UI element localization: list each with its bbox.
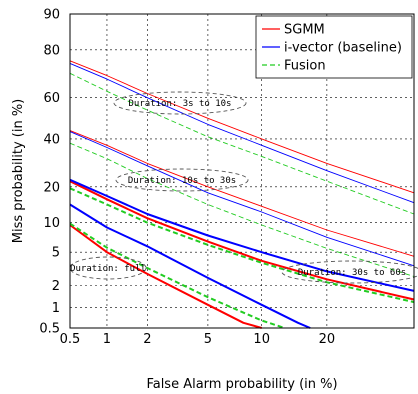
legend: SGMM i-vector (baseline) Fusion [255, 15, 413, 79]
series-line-ivector [69, 131, 415, 267]
duration-group [69, 130, 415, 277]
duration-annotations: Duration: 3s to 10s Duration: 10s to 30s D… [69, 91, 418, 284]
tick-labels: 0.5 1 2 5 10 20 0.5 1 2 5 10 20 40 60 80 90 [39, 8, 335, 348]
legend-item-ivector: i-vector (baseline) [262, 41, 402, 56]
annotation-ellipse [113, 91, 247, 115]
legend-label-ivector: i-vector (baseline) [284, 41, 402, 56]
y-tick-label: 5 [52, 246, 60, 261]
series-line-ivector [69, 62, 415, 204]
x-tick-label: 5 [204, 332, 212, 347]
plot-frame [69, 13, 415, 329]
y-tick-label: 40 [43, 132, 60, 147]
x-axis-label: False Alarm probability (in %) [146, 377, 337, 392]
legend-label-sgmm: SGMM [284, 23, 325, 38]
annotation-label: Duration: 30s to 60s [298, 268, 406, 278]
legend-box [255, 15, 413, 79]
duration-annotation: Duration: 10s to 30s [115, 168, 249, 192]
annotation-ellipse [115, 168, 249, 192]
y-tick-label: 60 [43, 91, 60, 106]
series-line-sgmm [69, 180, 415, 301]
y-tick-label: 20 [43, 180, 60, 195]
series-line-sgmm [69, 60, 415, 194]
annotation-label: Duration: 10s to 30s [128, 176, 236, 186]
x-tick-label: 20 [319, 332, 336, 347]
legend-label-fusion: Fusion [284, 59, 326, 74]
y-tick-label: 90 [43, 8, 60, 23]
series-line-ivector [69, 178, 415, 292]
y-axis-label: Miss probability (in %) [11, 99, 26, 243]
series-line-sgmm [69, 130, 415, 257]
x-tick-label: 2 [143, 332, 151, 347]
series-line-sgmm [69, 224, 262, 329]
legend-item-fusion: Fusion [262, 59, 326, 74]
y-tick-label: 80 [43, 43, 60, 58]
duration-group [69, 60, 415, 215]
series-line-ivector [69, 203, 311, 329]
y-tick-label: 0.5 [39, 322, 60, 337]
annotation-label: Duration: 3s to 10s [129, 99, 232, 109]
y-tick-label: 1 [52, 301, 60, 316]
duration-annotation: Duration: full [69, 256, 147, 280]
annotation-ellipse [69, 256, 147, 280]
series-line-fusion [69, 222, 286, 329]
duration-group [69, 203, 311, 329]
duration-annotation: Duration: 3s to 10s [113, 91, 247, 115]
series-line-fusion [69, 72, 415, 215]
series-line-fusion [69, 187, 415, 304]
annotation-ellipse [281, 260, 418, 284]
y-tick-label: 10 [43, 216, 60, 231]
y-tick-label: 2 [52, 279, 60, 294]
duration-group [69, 178, 415, 304]
legend-item-sgmm: SGMM [262, 23, 325, 38]
plot-lines [69, 60, 415, 329]
x-tick-label: 10 [253, 332, 270, 347]
x-tick-label: 0.5 [60, 332, 81, 347]
duration-annotation: Duration: 30s to 60s [281, 260, 418, 284]
x-tick-label: 1 [103, 332, 111, 347]
series-line-fusion [69, 142, 415, 277]
annotation-label: Duration: full [70, 264, 146, 274]
